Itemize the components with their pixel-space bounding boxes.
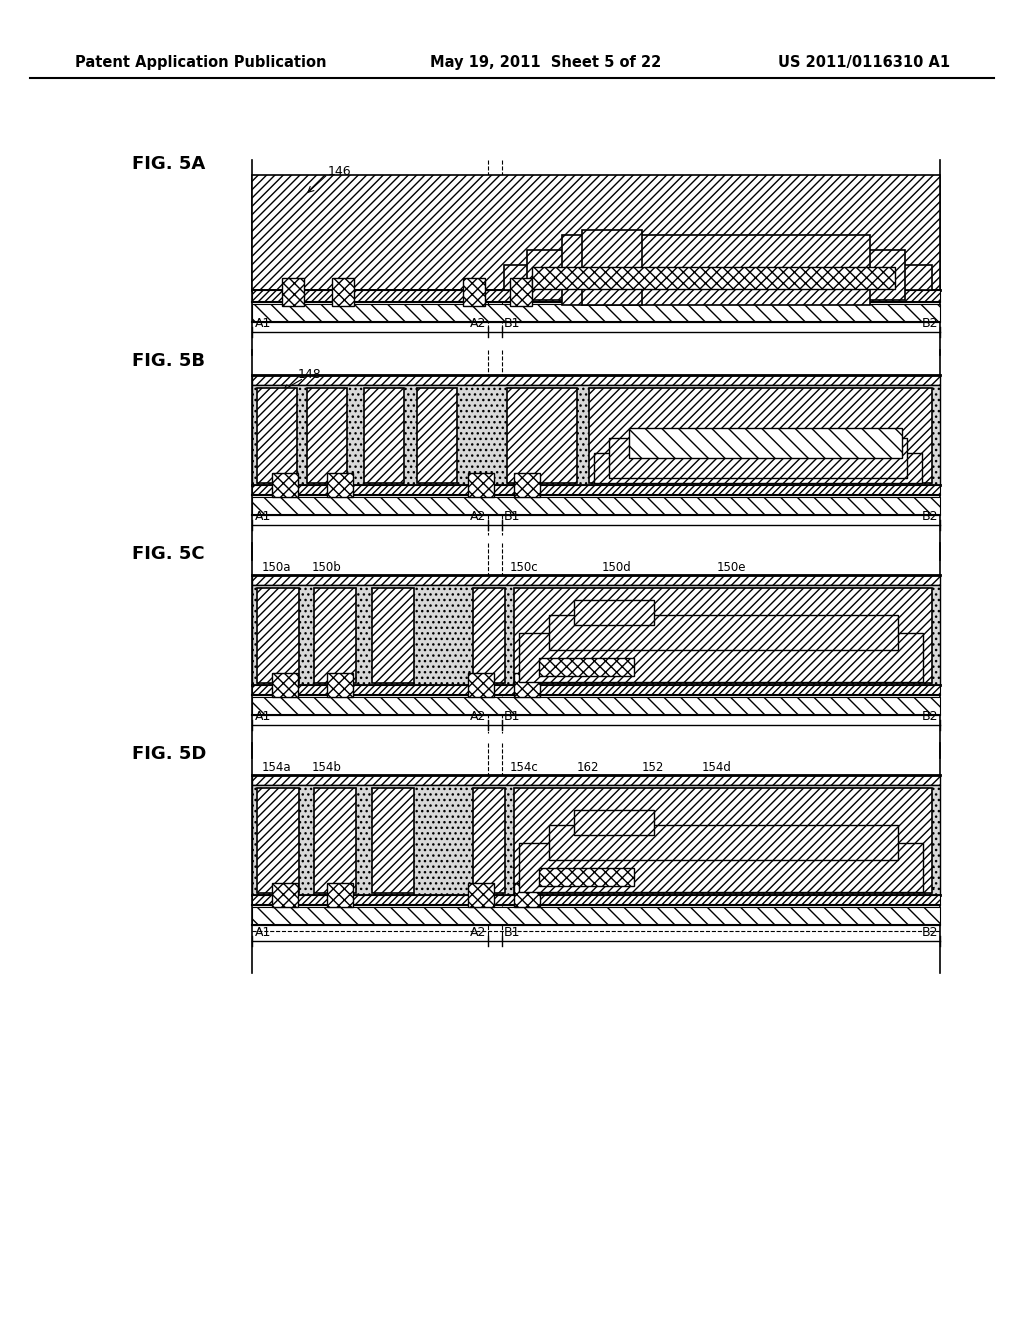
Bar: [594, 453, 922, 483]
Bar: [468, 673, 494, 697]
Bar: [582, 230, 642, 305]
Text: FIG. 5A: FIG. 5A: [132, 154, 205, 173]
Bar: [510, 279, 531, 306]
Bar: [519, 634, 923, 682]
Text: B1: B1: [504, 927, 520, 939]
Text: B1: B1: [504, 510, 520, 523]
Bar: [257, 788, 299, 894]
Bar: [507, 388, 577, 483]
Text: B2: B2: [922, 927, 938, 939]
Bar: [549, 615, 898, 649]
Bar: [327, 473, 353, 498]
Bar: [272, 473, 298, 498]
Bar: [573, 810, 653, 836]
Text: Patent Application Publication: Patent Application Publication: [75, 54, 327, 70]
Text: A1: A1: [255, 710, 271, 723]
Bar: [573, 601, 653, 624]
Bar: [327, 883, 353, 907]
Bar: [252, 304, 940, 322]
Bar: [468, 473, 494, 498]
Bar: [608, 438, 907, 478]
Text: 154a: 154a: [262, 762, 292, 774]
Bar: [252, 290, 940, 302]
Bar: [314, 587, 356, 682]
Bar: [272, 883, 298, 907]
Bar: [526, 249, 905, 300]
Text: A2: A2: [470, 317, 486, 330]
Bar: [364, 388, 404, 483]
Bar: [539, 657, 634, 676]
Text: FIG. 5C: FIG. 5C: [132, 545, 205, 564]
Bar: [468, 883, 494, 907]
Bar: [282, 279, 304, 306]
Bar: [252, 375, 940, 385]
Text: A1: A1: [255, 317, 271, 330]
Text: A2: A2: [470, 710, 486, 723]
Bar: [327, 673, 353, 697]
Text: 148: 148: [298, 368, 322, 381]
Text: A1: A1: [255, 927, 271, 939]
Text: US 2011/0116310 A1: US 2011/0116310 A1: [778, 54, 950, 70]
Text: A2: A2: [470, 510, 486, 523]
Bar: [589, 388, 932, 483]
Bar: [314, 788, 356, 894]
Bar: [417, 388, 457, 483]
Bar: [514, 883, 540, 907]
Bar: [252, 785, 940, 895]
Bar: [252, 895, 940, 906]
Bar: [514, 587, 932, 682]
Text: 152: 152: [642, 762, 665, 774]
Text: 154c: 154c: [510, 762, 539, 774]
Bar: [549, 825, 898, 861]
Text: 150a: 150a: [262, 561, 292, 574]
Bar: [252, 385, 940, 484]
Bar: [519, 843, 923, 892]
Bar: [252, 907, 940, 925]
Text: FIG. 5D: FIG. 5D: [132, 744, 207, 763]
Bar: [272, 673, 298, 697]
Bar: [252, 498, 940, 515]
Text: A2: A2: [470, 927, 486, 939]
Bar: [539, 869, 634, 886]
Text: 150d: 150d: [602, 561, 632, 574]
Text: 154d: 154d: [701, 762, 731, 774]
Text: 162: 162: [577, 762, 599, 774]
Bar: [514, 473, 540, 498]
Text: 150b: 150b: [312, 561, 342, 574]
Bar: [473, 788, 505, 894]
Bar: [307, 388, 347, 483]
Bar: [514, 673, 540, 697]
Bar: [252, 484, 940, 495]
Bar: [504, 265, 932, 290]
Bar: [463, 279, 485, 306]
Text: 150e: 150e: [717, 561, 746, 574]
Text: B1: B1: [504, 317, 520, 330]
Text: B1: B1: [504, 710, 520, 723]
Bar: [252, 576, 940, 585]
Bar: [562, 235, 870, 305]
Text: FIG. 5B: FIG. 5B: [132, 352, 205, 370]
Text: A1: A1: [255, 510, 271, 523]
Bar: [531, 267, 895, 289]
Bar: [629, 428, 902, 458]
Text: May 19, 2011  Sheet 5 of 22: May 19, 2011 Sheet 5 of 22: [430, 54, 662, 70]
Text: 150c: 150c: [510, 561, 539, 574]
Bar: [473, 587, 505, 682]
Bar: [252, 685, 940, 696]
Text: 154b: 154b: [312, 762, 342, 774]
Text: B2: B2: [922, 317, 938, 330]
Bar: [257, 388, 297, 483]
Bar: [252, 176, 940, 290]
Bar: [372, 587, 414, 682]
Bar: [252, 775, 940, 785]
Bar: [252, 697, 940, 715]
Bar: [514, 788, 932, 894]
Bar: [252, 585, 940, 685]
Text: 146: 146: [328, 165, 351, 178]
Bar: [372, 788, 414, 894]
Text: B2: B2: [922, 510, 938, 523]
Bar: [332, 279, 354, 306]
Text: B2: B2: [922, 710, 938, 723]
Bar: [257, 587, 299, 682]
